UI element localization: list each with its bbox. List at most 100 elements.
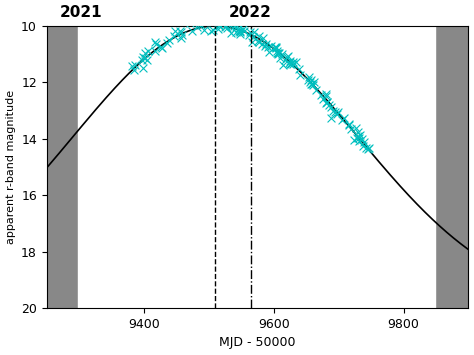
Point <box>352 125 360 131</box>
Point <box>214 14 221 20</box>
Point <box>193 24 201 29</box>
Point <box>170 34 178 39</box>
Point <box>273 48 281 54</box>
Point <box>286 61 294 67</box>
Point <box>295 66 303 72</box>
Point <box>306 79 314 85</box>
Point <box>340 115 348 120</box>
Point <box>276 55 283 61</box>
Point <box>283 54 291 60</box>
Point <box>222 24 229 30</box>
Point <box>317 92 325 98</box>
Point <box>363 145 370 151</box>
Point <box>326 102 333 108</box>
Point <box>272 44 279 50</box>
Point <box>237 28 244 33</box>
Point <box>310 82 317 88</box>
Point <box>187 20 194 26</box>
Point <box>345 121 353 127</box>
Point <box>281 57 289 62</box>
Text: 2022: 2022 <box>228 5 271 20</box>
Point <box>279 62 287 68</box>
Point <box>177 36 185 41</box>
Point <box>290 59 297 65</box>
Point <box>237 31 244 37</box>
Point <box>152 41 160 47</box>
Point <box>322 92 330 97</box>
Point <box>354 135 361 141</box>
Point <box>327 115 335 120</box>
Point <box>305 74 313 80</box>
Point <box>214 26 222 32</box>
Point <box>130 67 137 73</box>
Bar <box>78 26 130 308</box>
Point <box>312 87 320 92</box>
Y-axis label: apparent r-band magnitude: apparent r-band magnitude <box>6 90 16 244</box>
Point <box>178 32 186 38</box>
Point <box>274 50 282 55</box>
Point <box>197 22 205 27</box>
Point <box>246 29 254 34</box>
Point <box>255 38 262 44</box>
Point <box>142 55 149 61</box>
Point <box>151 39 159 45</box>
Point <box>237 29 244 35</box>
Point <box>230 23 237 28</box>
Point <box>139 55 147 60</box>
Point <box>215 23 223 29</box>
Point <box>272 45 280 50</box>
Point <box>360 143 367 148</box>
Point <box>222 23 230 29</box>
Point <box>328 104 335 110</box>
Point <box>322 93 330 99</box>
Bar <box>47 26 78 308</box>
Point <box>278 51 286 57</box>
Point <box>200 27 208 32</box>
Point <box>163 40 171 45</box>
Point <box>216 22 223 28</box>
Point <box>261 43 269 49</box>
Point <box>131 62 138 68</box>
Point <box>227 30 235 36</box>
Point <box>265 49 273 55</box>
Point <box>171 28 179 34</box>
Point <box>258 42 265 47</box>
Point <box>355 138 363 144</box>
Point <box>249 34 256 40</box>
Point <box>177 28 184 34</box>
Point <box>365 146 373 151</box>
Point <box>138 57 146 63</box>
Point <box>139 65 147 71</box>
Point <box>355 133 362 139</box>
Point <box>248 39 256 44</box>
Point <box>364 146 372 151</box>
Point <box>331 109 338 115</box>
Point <box>275 50 283 55</box>
X-axis label: MJD - 50000: MJD - 50000 <box>219 337 296 349</box>
Point <box>264 44 272 50</box>
Point <box>297 72 304 78</box>
Bar <box>370 26 435 308</box>
Point <box>228 23 235 29</box>
Point <box>142 51 149 56</box>
Point <box>286 58 293 64</box>
Point <box>272 44 280 50</box>
Point <box>307 81 315 87</box>
Point <box>189 28 196 34</box>
Point <box>259 36 266 41</box>
Point <box>358 136 365 142</box>
Point <box>355 129 362 135</box>
Point <box>240 26 247 32</box>
Point <box>143 58 151 63</box>
Point <box>310 79 318 85</box>
Point <box>350 137 358 143</box>
Point <box>338 117 346 123</box>
Point <box>334 109 341 114</box>
Point <box>245 32 253 37</box>
Point <box>255 39 263 45</box>
Point <box>334 111 341 117</box>
Point <box>267 43 274 49</box>
Point <box>284 54 292 59</box>
Point <box>255 33 263 38</box>
Point <box>319 97 327 102</box>
